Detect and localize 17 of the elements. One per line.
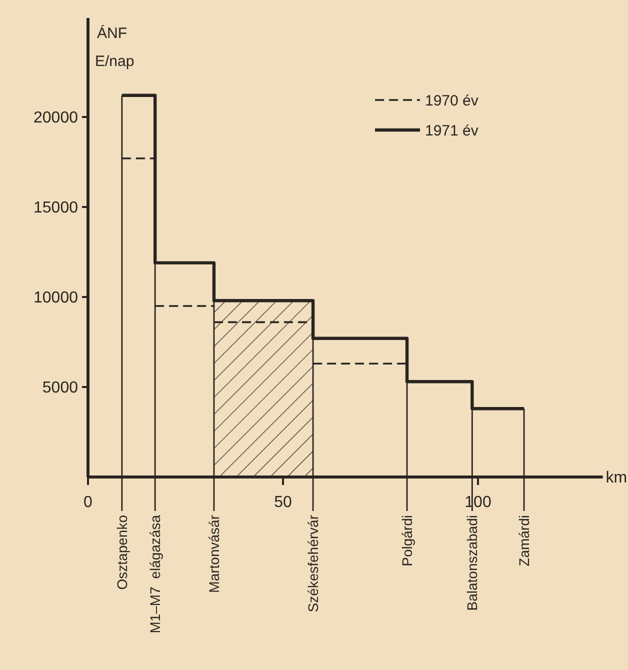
y-axis-title: ÁNF E/nap [95,24,134,70]
y-tick-label: 5000 [42,380,78,397]
x-tick-label: 0 [84,494,93,511]
legend-label: 1970 év [425,92,479,110]
ref-line-label: M1–M7 elágazása [147,514,164,634]
ref-line-label: Zamárdi [516,515,532,566]
y-tick-label: 20000 [34,110,78,127]
ref-line-label: Osztapenko [114,514,130,590]
ref-line-label: Polgárdi [399,515,416,566]
x-tick-label: 50 [274,494,292,511]
y-tick-label: 15000 [34,200,78,217]
y-tick-label: 10000 [34,290,78,307]
legend-label: 1971 év [425,122,479,140]
ref-line-label: Balatonszabadi [464,515,480,611]
ref-line-label: Székesfehérvár [305,514,322,612]
x-axis-title: km [606,470,628,487]
ref-line-label: Martonvásár [206,514,222,593]
